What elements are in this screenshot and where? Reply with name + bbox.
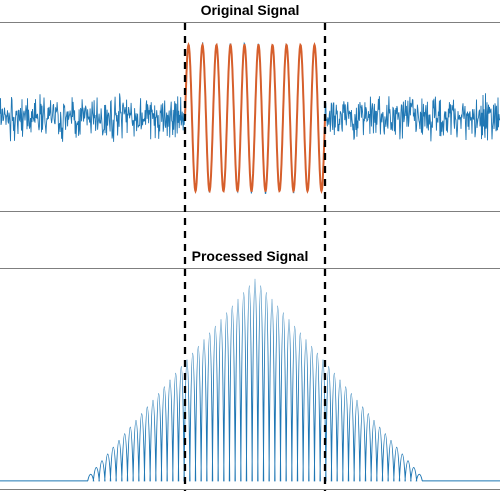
figure: { "figure": { "width": 500, "height": 50… [0,0,500,500]
plot-title-processed: Processed Signal [0,248,500,264]
processed-signal-svg [0,269,500,491]
processed-signal-plot [0,268,500,490]
original-signal-svg [0,23,500,213]
plot-title-original: Original Signal [0,2,500,18]
original-signal-plot [0,22,500,212]
